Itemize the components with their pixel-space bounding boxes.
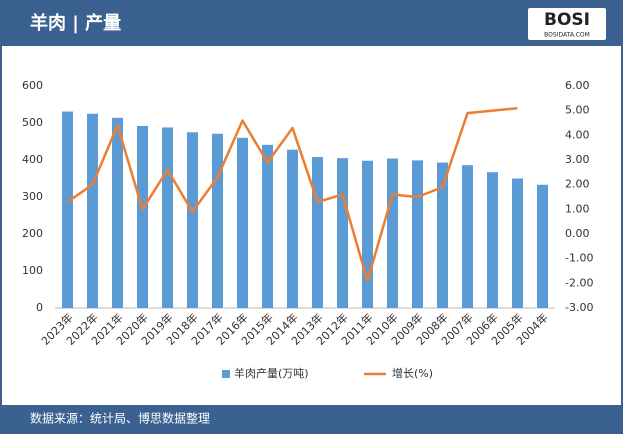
y2-tick-label: -1.00 [565, 252, 593, 265]
bar [62, 111, 73, 308]
bar [162, 127, 173, 308]
y2-tick-label: 4.00 [565, 128, 590, 141]
y2-tick-label: 1.00 [565, 202, 590, 215]
y2-tick-label: -3.00 [565, 301, 593, 314]
chart-title: 羊肉 | 产量 [30, 12, 121, 34]
y-tick-label: 0 [36, 301, 43, 314]
y-tick-label: 400 [22, 153, 43, 166]
y2-tick-label: 5.00 [565, 104, 590, 117]
bar [337, 158, 348, 308]
bar [87, 113, 98, 308]
logo-url: BOSIDATA.COM [544, 32, 590, 39]
legend-label: 增长(%) [392, 366, 433, 380]
legend-swatch [222, 370, 230, 378]
y-tick-label: 500 [22, 116, 43, 129]
logo-box [528, 8, 606, 40]
bar [262, 144, 273, 308]
y-tick-label: 200 [22, 227, 43, 240]
bar [137, 125, 148, 309]
bar [287, 149, 298, 308]
bar [387, 158, 398, 308]
bar [487, 172, 498, 308]
y2-tick-label: 3.00 [565, 153, 590, 166]
y-tick-label: 100 [22, 264, 43, 277]
y2-tick-label: -2.00 [565, 276, 593, 289]
bar [362, 160, 373, 308]
bar [187, 132, 198, 308]
y2-tick-label: 0.00 [565, 227, 590, 240]
bar [237, 137, 248, 308]
bar [312, 157, 323, 308]
y2-tick-label: 6.00 [565, 79, 590, 92]
bar [537, 184, 548, 308]
footer [0, 405, 623, 434]
bar [512, 178, 523, 308]
bar [462, 165, 473, 308]
bar [412, 160, 423, 308]
source: 数据来源：统计局、博思数据整理 [30, 411, 210, 426]
header [0, 0, 623, 46]
bar [212, 133, 223, 308]
legend-label: 羊肉产量(万吨) [234, 366, 309, 380]
logo: BOSI [544, 10, 590, 30]
bar [437, 162, 448, 308]
y-tick-label: 300 [22, 190, 43, 203]
y2-tick-label: 2.00 [565, 178, 590, 191]
line [66, 106, 518, 283]
y-tick-label: 600 [22, 79, 43, 92]
bar [112, 117, 123, 308]
